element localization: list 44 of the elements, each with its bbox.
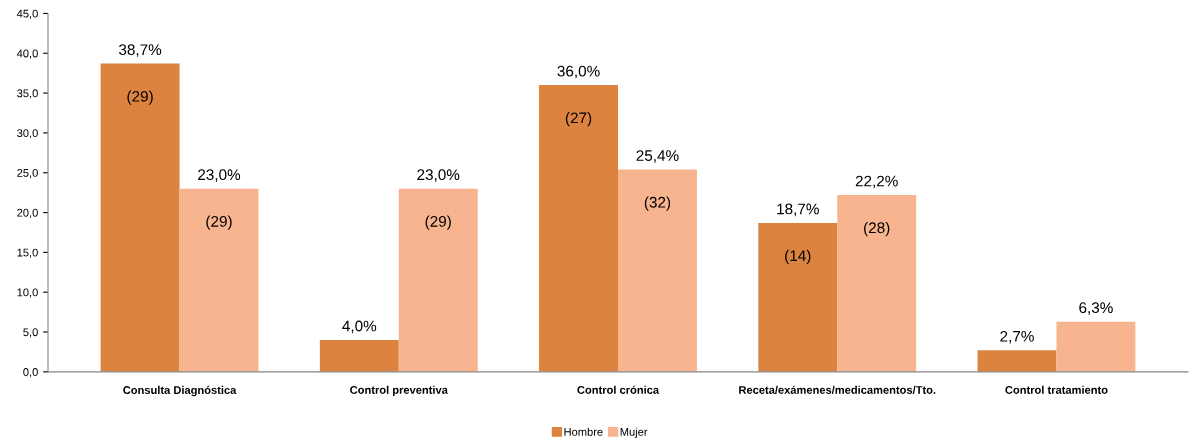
data-label: 22,2% xyxy=(855,175,898,189)
x-tick-label: Consulta Diagnóstica xyxy=(123,385,237,397)
bar xyxy=(319,339,399,372)
annotation: (32) xyxy=(644,196,671,211)
data-label: 38,7% xyxy=(119,44,162,57)
annotation: (29) xyxy=(127,90,153,105)
y-tick-label: 10,0 xyxy=(17,288,38,298)
bar xyxy=(758,222,838,372)
annotation: (14) xyxy=(785,249,811,265)
data-label: 23,0% xyxy=(198,169,241,182)
x-tick-label: Control tratamiento xyxy=(1005,385,1108,394)
data-label: 18,7% xyxy=(777,203,819,217)
x-tick-label: Control crónica xyxy=(577,385,660,394)
y-tick-label: 35,0 xyxy=(17,89,38,99)
y-tick-label: 40,0 xyxy=(16,49,38,59)
y-tick-label: 15,0 xyxy=(17,248,38,258)
x-tick-label: Receta/exámenes/medicamentos/Tto. xyxy=(739,385,936,394)
annotation: (28) xyxy=(864,221,890,237)
data-label: 36,0% xyxy=(557,65,600,79)
y-tick-label: 30,0 xyxy=(17,129,38,139)
data-label: 4,0% xyxy=(342,320,377,334)
annotation: (29) xyxy=(425,215,451,230)
bar xyxy=(398,188,478,372)
annotation: (29) xyxy=(206,215,232,230)
bar xyxy=(179,188,259,372)
x-tick-label: Control preventiva xyxy=(350,385,448,397)
bar xyxy=(100,63,180,372)
data-label: 2,7% xyxy=(1000,330,1034,344)
legend-label: Mujer xyxy=(620,427,648,438)
bar xyxy=(618,169,697,372)
data-label: 25,4% xyxy=(636,150,679,163)
y-tick-label: 5,0 xyxy=(23,328,38,338)
annotation: (27) xyxy=(565,112,592,127)
legend-label: Hombre xyxy=(564,427,603,436)
y-tick-label: 0,0 xyxy=(23,368,38,378)
y-tick-label: 20,0 xyxy=(17,208,38,218)
data-label: 6,3% xyxy=(1079,302,1113,315)
y-tick-label: 25,0 xyxy=(17,169,38,179)
bar xyxy=(1056,321,1136,372)
bar xyxy=(977,350,1057,372)
data-label: 23,0% xyxy=(417,169,460,182)
bar xyxy=(539,85,618,372)
y-tick-label: 45,0 xyxy=(16,9,38,19)
bar xyxy=(837,195,917,372)
